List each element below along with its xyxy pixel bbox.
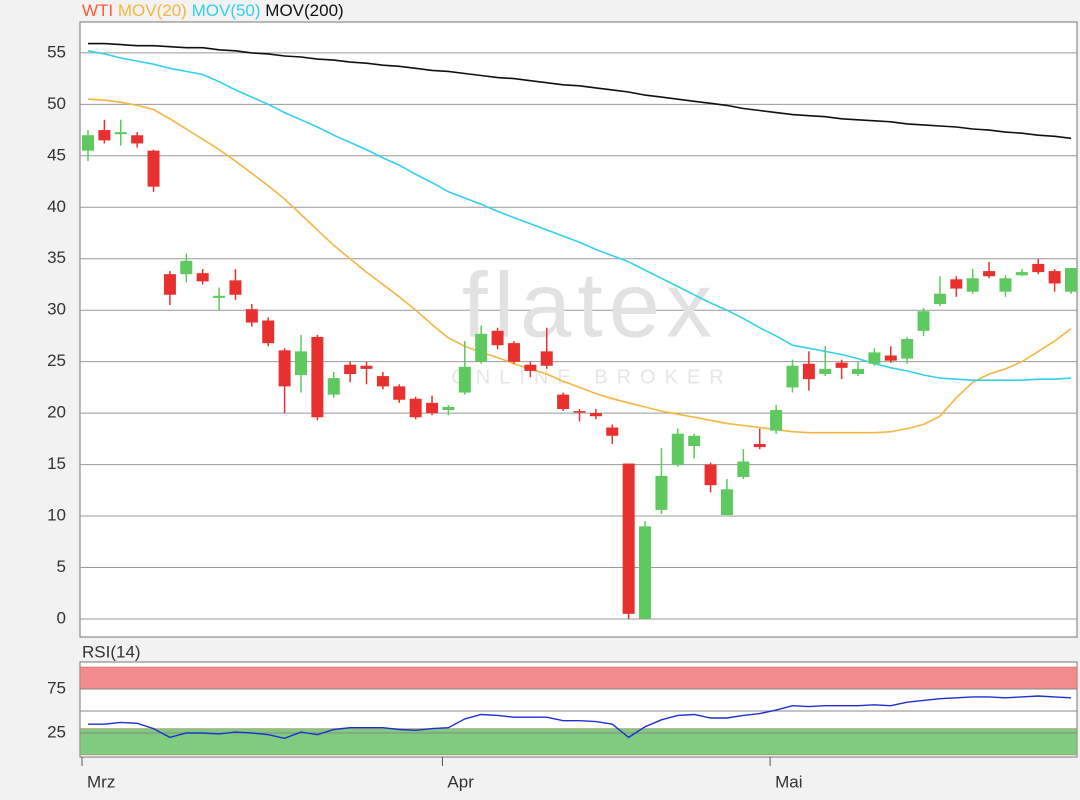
candle-body (98, 130, 111, 141)
candle-body (229, 280, 242, 295)
candle-body (278, 350, 291, 387)
candle-body (606, 427, 619, 436)
moving-average-line (87, 50, 1072, 381)
candle-body (835, 362, 848, 368)
candle-body (884, 355, 897, 361)
candle-body (180, 260, 193, 275)
candle-body (327, 378, 340, 395)
candle-body (507, 343, 520, 362)
candle-body (458, 366, 471, 393)
legend-entry: WTI (82, 1, 113, 20)
candle-body (196, 273, 209, 282)
watermark-subtitle: ONLINE BROKER (451, 366, 732, 388)
candle-body (475, 333, 488, 362)
y-tick-label: 25 (47, 351, 66, 370)
x-tick-label: Mai (775, 772, 802, 791)
y-tick-label: 5 (57, 557, 66, 576)
legend: WTI MOV(20) MOV(50) MOV(200) (82, 1, 344, 20)
candle-body (491, 330, 504, 346)
candle-body (770, 410, 783, 431)
candle-body (868, 352, 881, 364)
moving-average-line (88, 42, 1072, 140)
candle-body (131, 135, 144, 144)
x-tick-label: Apr (447, 772, 474, 791)
candle-body (622, 463, 635, 614)
candle-body (688, 435, 701, 447)
candle-body (655, 475, 668, 510)
candle-body (917, 311, 930, 331)
candle-body (426, 402, 439, 414)
candle-body (737, 461, 750, 477)
candle-body (442, 406, 455, 411)
candle-body (1065, 268, 1077, 292)
candle-body (147, 150, 160, 187)
candle-body (524, 364, 537, 371)
candle-body (966, 278, 979, 292)
candle-body (802, 363, 815, 380)
rsi-series (80, 666, 1077, 756)
candle-body (540, 351, 553, 366)
rsi-line (88, 695, 1072, 740)
candle-body (786, 365, 799, 388)
candle-body (294, 351, 307, 376)
candle-body (589, 413, 602, 417)
candle-body (1032, 263, 1045, 273)
candle-body (376, 376, 389, 387)
candle-body (573, 411, 586, 413)
y-tick-label: 45 (47, 145, 66, 164)
x-tick-label: Mrz (87, 772, 115, 791)
candle-body (983, 271, 996, 277)
candle-body (933, 293, 946, 305)
y-tick-label: 10 (47, 506, 66, 525)
candle-body (245, 309, 258, 323)
y-tick-label: 35 (47, 248, 66, 267)
watermark: flatex ONLINE BROKER (451, 254, 732, 388)
rsi-band (80, 666, 1077, 690)
watermark-title: flatex (462, 254, 718, 356)
candle-body (901, 339, 914, 359)
candle-body (311, 336, 324, 418)
rsi-label: RSI(14) (82, 642, 141, 661)
y-tick-label: 20 (47, 403, 66, 422)
candle-body (1015, 272, 1028, 276)
candle-body (753, 444, 766, 448)
candle-body (950, 279, 963, 289)
candle-body (819, 368, 832, 375)
candle-body (704, 464, 717, 486)
y-tick-label: 0 (57, 608, 66, 627)
candle-body (360, 365, 373, 369)
legend-entry: MOV(20) (118, 1, 187, 20)
candle-body (409, 398, 422, 418)
candle-body (639, 526, 652, 619)
y-tick-label: 75 (47, 678, 66, 697)
candle-body (671, 433, 684, 465)
candle-body (82, 135, 94, 151)
candle-body (393, 386, 406, 400)
y-tick-label: 30 (47, 300, 66, 319)
candle-body (163, 274, 176, 295)
candle-body (344, 364, 357, 375)
candle-body (852, 368, 865, 375)
candle-body (557, 394, 570, 410)
y-tick-label: 25 (47, 722, 66, 741)
candle-body (999, 278, 1012, 292)
y-tick-label: 15 (47, 454, 66, 473)
candle-body (1048, 271, 1061, 284)
legend-entry: MOV(200) (265, 1, 343, 20)
legend-entry: MOV(50) (192, 1, 261, 20)
candle-body (262, 320, 275, 344)
y-tick-label: 40 (47, 197, 66, 216)
main-series (82, 42, 1077, 619)
candle-body (213, 295, 226, 298)
candle-body (720, 489, 733, 516)
y-tick-label: 55 (47, 42, 66, 61)
candle-body (114, 132, 127, 135)
y-tick-label: 50 (47, 94, 66, 113)
moving-average-line (87, 98, 1072, 434)
